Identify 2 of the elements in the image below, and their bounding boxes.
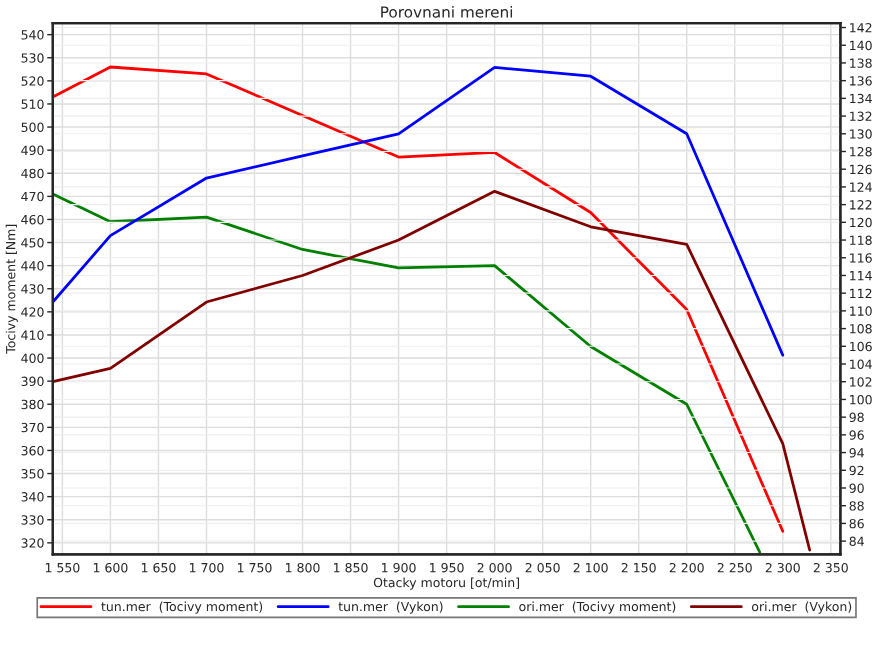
line-series bbox=[52, 65, 785, 357]
line-series bbox=[52, 65, 785, 533]
